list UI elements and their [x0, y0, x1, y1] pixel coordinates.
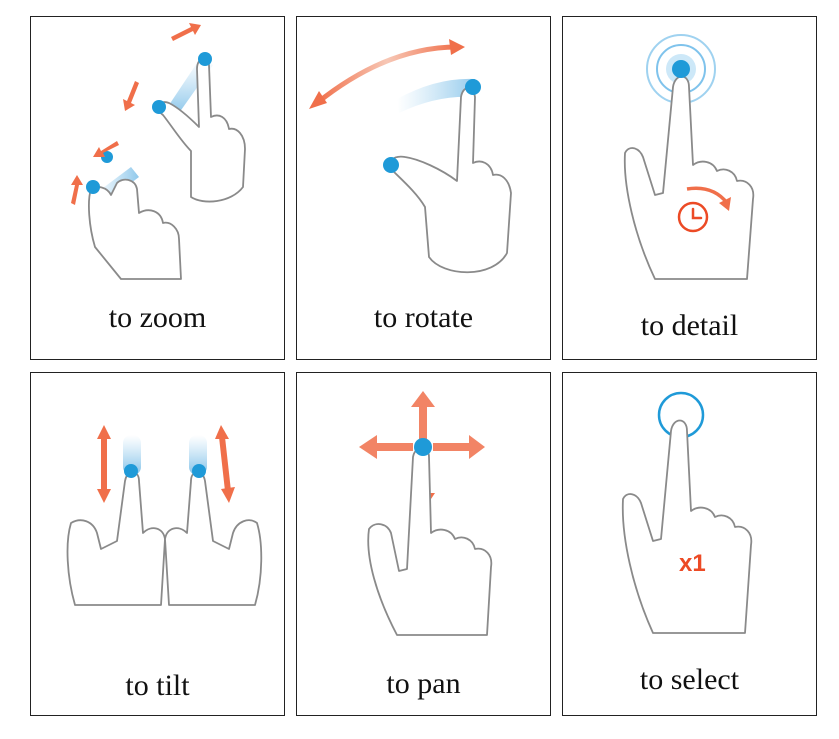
- panel-select: x1 to select: [562, 372, 817, 716]
- pinch-zoom-icon: [71, 23, 246, 280]
- panel-tilt: to tilt: [30, 372, 285, 716]
- caption-pan: to pan: [386, 667, 461, 700]
- panel-zoom: to zoom: [30, 16, 285, 360]
- caption-rotate: to rotate: [373, 301, 474, 334]
- caption-tilt: to tilt: [125, 669, 190, 702]
- caption-zoom: to zoom: [108, 301, 207, 334]
- press-hold-icon: [623, 34, 755, 280]
- rotate-gesture-icon: [309, 39, 512, 274]
- panel-detail: to detail: [562, 16, 817, 360]
- panel-pan: to pan: [296, 372, 551, 716]
- caption-detail: to detail: [640, 309, 739, 342]
- caption-select: to select: [639, 663, 740, 696]
- pan-gesture-icon: [359, 391, 493, 636]
- single-tap-icon: x1: [621, 391, 753, 634]
- two-finger-tilt-icon: [66, 425, 263, 606]
- tap-count-label: x1: [679, 550, 706, 577]
- panel-rotate: to rotate: [296, 16, 551, 360]
